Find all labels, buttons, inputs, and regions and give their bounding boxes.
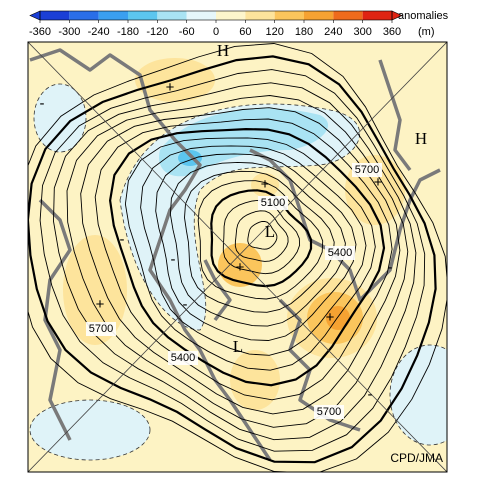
colorbar-tick-label: -60 [179,26,195,38]
colorbar-tick-label: -360 [29,26,51,38]
height-contour [53,82,417,441]
height-contour [184,170,335,313]
height-contour [169,161,346,327]
contour-label: 5700 [355,164,379,176]
anomaly-sign: + [261,176,270,193]
credit: CPD/JMA [390,451,443,465]
colorbar-tick-label: -180 [117,26,139,38]
anomaly-sign: + [166,79,175,96]
height-contour [234,210,289,262]
high-center: H [217,41,229,60]
contour-label-box [325,246,355,260]
contour-label: 5400 [171,352,195,364]
anomaly-sign: - [171,251,176,268]
anomaly-sign: - [40,95,45,112]
colorbar-segment [157,11,187,20]
anomaly-sign: + [374,174,383,191]
negative-anomaly [29,399,151,461]
height-contour [28,55,437,464]
colorbar-segment [274,11,304,20]
colorbar-segment [40,11,70,20]
contour-label: 5400 [328,247,352,259]
colorbar-tick-label: 0 [213,26,219,38]
colorbar-tick-label: -300 [58,26,80,38]
contour-label: 5700 [317,406,341,418]
colorbar-segment [186,11,216,20]
positive-anomaly [230,350,280,410]
colorbar-tick-label: 360 [383,26,401,38]
high-center: H [415,129,427,148]
low-center: L [233,337,243,356]
anomaly-sign: - [368,386,373,403]
colorbar-tick-label: 180 [295,26,313,38]
height-contour [28,43,447,472]
colorbar-segment [245,11,275,20]
colorbar-segment [98,11,128,20]
anomaly-sign: + [96,296,105,313]
height-contour [80,107,401,415]
colorbar-unit: (m) [418,26,435,38]
colorbar-segment [362,11,392,20]
height-contour [94,118,393,401]
meridian [28,42,447,472]
positive-anomaly [326,306,350,330]
low-center: L [265,222,275,241]
height-contour [124,137,376,371]
negative-anomaly [33,83,87,153]
negative-anomaly [389,344,447,446]
anomaly-sign: + [236,259,245,276]
contour-label: 5100 [261,197,285,209]
colorbar-segment [128,11,158,20]
colorbar-tick-label: -240 [88,26,110,38]
colorbar-segment [304,11,334,20]
anomaly-sign: + [326,309,335,326]
anomaly-sign: - [183,296,188,313]
map-area [28,42,447,472]
contour-label-box [168,351,198,365]
colorbar-tick-label: -120 [146,26,168,38]
colorbar: -360 -300 -240 -180 -120 -60 0 60 120 180 240 300 36… [29,10,403,38]
colorbar-tick-label: 120 [265,26,283,38]
height-contour [155,153,357,341]
height-contour [140,145,367,356]
contour-label-box [258,196,288,210]
positive-anomaly [63,235,127,345]
contour-label-box [86,322,116,336]
colorbar-tick-label: 60 [239,26,251,38]
colorbar-segment [216,11,246,20]
anomaly-sign: - [120,231,125,248]
colorbar-segment [69,11,99,20]
colorbar-label: anomalies [398,10,449,22]
height-contour [197,180,324,300]
colorbar-segment [333,11,363,20]
colorbar-tick-label: 240 [324,26,342,38]
contour-label-box [314,405,344,419]
colorbar-extension [29,10,41,21]
positive-anomaly [218,243,262,287]
anomaly-sign: - [388,259,393,276]
contour-label: 5700 [89,323,113,335]
map-frame [27,41,448,473]
contour-label-box [352,163,382,177]
colorbar-tick-label: 300 [353,26,371,38]
height-contour [39,69,426,452]
height-contour [108,127,386,387]
